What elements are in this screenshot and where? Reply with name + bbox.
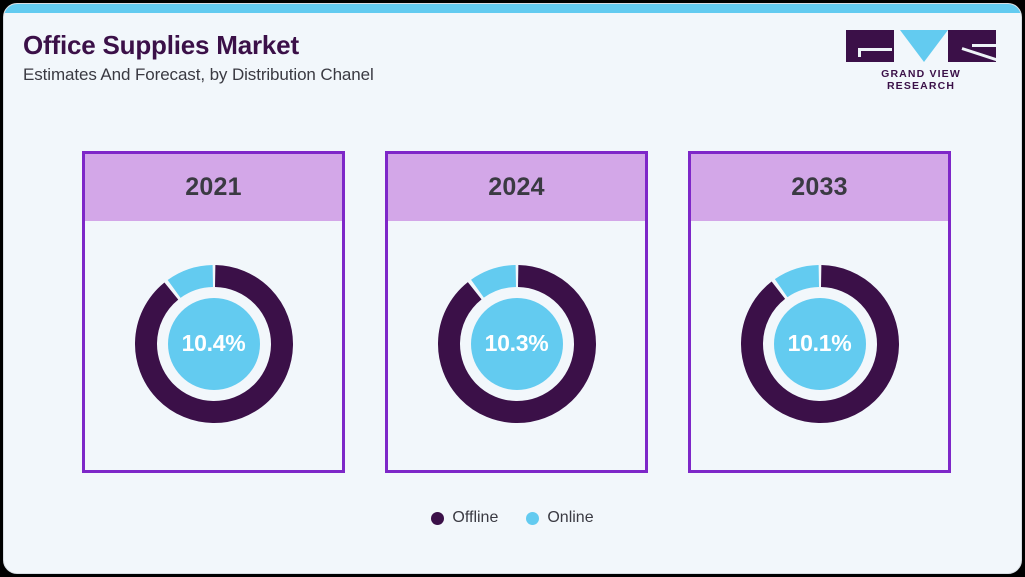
legend-label-offline: Offline: [452, 509, 499, 526]
page-subtitle: Estimates And Forecast, by Distribution …: [23, 65, 374, 84]
donut-center-circle: 10.4%: [167, 297, 260, 390]
donut-segment-offline: [437, 264, 596, 423]
donut-chart: 10.1%: [740, 264, 899, 423]
card-header: 2033: [691, 154, 948, 221]
logo-g-stub: [858, 48, 861, 57]
legend-dot-online-icon: [526, 511, 540, 525]
donut-segment-online: [740, 264, 899, 423]
legend-dot-offline-icon: [431, 511, 445, 525]
donut-chart: 10.4%: [134, 264, 293, 423]
legend-item-online: Online: [526, 509, 594, 527]
donut-svg: [740, 264, 899, 423]
donut-chart: 10.3%: [437, 264, 596, 423]
infographic-root: Office Supplies Market Estimates And For…: [3, 3, 1022, 574]
donut-card: 2033 10.1%: [688, 151, 951, 473]
page-title: Office Supplies Market: [23, 30, 299, 60]
logo-letter-g-icon: [846, 30, 894, 62]
top-accent-bar: [4, 4, 1021, 13]
grand-view-research-logo: GRAND VIEW RESEARCH: [846, 30, 996, 92]
donut-value-label: 10.1%: [787, 330, 852, 356]
card-year-label: 2033: [791, 173, 848, 201]
logo-wordmark: GRAND VIEW RESEARCH: [881, 68, 961, 92]
legend: Offline Online: [4, 509, 1021, 527]
card-body: 10.1%: [691, 221, 948, 470]
donut-svg: [134, 264, 293, 423]
donut-card: 2024 10.3%: [385, 151, 648, 473]
card-body: 10.3%: [388, 221, 645, 470]
donut-segment-offline: [134, 264, 293, 423]
card-header: 2021: [85, 154, 342, 221]
donut-value-label: 10.3%: [484, 330, 549, 356]
donut-segment-online: [437, 264, 596, 423]
card-header: 2024: [388, 154, 645, 221]
logo-letter-r-icon: [948, 30, 996, 62]
donut-center-circle: 10.3%: [470, 297, 563, 390]
card-body: 10.4%: [85, 221, 342, 470]
logo-g-bar: [858, 48, 892, 51]
donut-card-row: 2021 10.4% 2024: [82, 151, 951, 473]
card-year-label: 2024: [488, 173, 545, 201]
logo-r-slash: [961, 47, 996, 62]
donut-segment-online: [134, 264, 293, 423]
donut-card: 2021 10.4%: [82, 151, 345, 473]
header: Office Supplies Market Estimates And For…: [4, 13, 1021, 108]
logo-letter-v-icon: [900, 30, 948, 62]
legend-label-online: Online: [547, 509, 594, 526]
donut-svg: [437, 264, 596, 423]
card-year-label: 2021: [185, 173, 242, 201]
logo-r-bar: [972, 44, 996, 47]
logo-marks: [846, 30, 996, 64]
legend-item-offline: Offline: [431, 509, 498, 527]
donut-segment-offline: [740, 264, 899, 423]
donut-center-circle: 10.1%: [773, 297, 866, 390]
donut-value-label: 10.4%: [181, 330, 246, 356]
